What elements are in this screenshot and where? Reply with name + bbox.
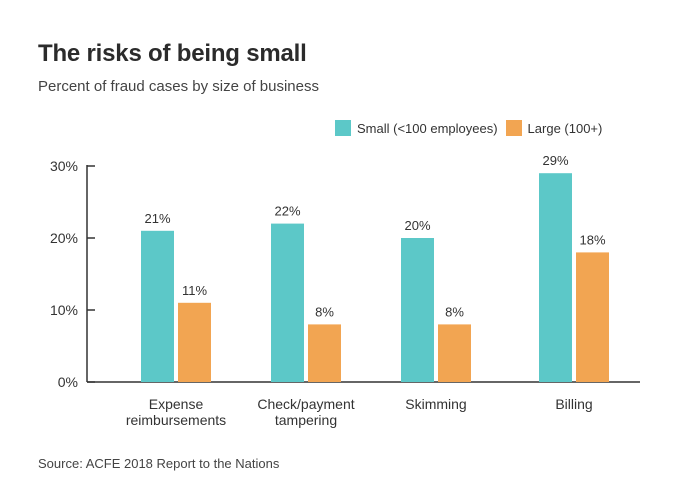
chart-title: The risks of being small [38, 40, 307, 67]
data-label: 18% [579, 232, 605, 247]
x-tick-label: reimbursements [126, 412, 226, 428]
legend-swatch-small [335, 120, 351, 136]
x-tick-label: Check/payment [257, 396, 354, 412]
bar-large [438, 324, 471, 382]
source-note: Source: ACFE 2018 Report to the Nations [38, 456, 280, 471]
legend-item-small: Small (<100 employees) [335, 120, 498, 136]
x-tick-label: tampering [275, 412, 337, 428]
chart-subtitle: Percent of fraud cases by size of busine… [38, 78, 319, 95]
legend: Small (<100 employees) Large (100+) [335, 120, 610, 136]
bar-large [576, 252, 609, 382]
data-label: 29% [542, 153, 568, 168]
legend-item-large: Large (100+) [505, 120, 603, 136]
data-label: 8% [315, 304, 334, 319]
data-label: 22% [274, 204, 300, 219]
bar-small [401, 238, 434, 382]
y-tick-label: 30% [50, 158, 78, 174]
x-tick-label: Skimming [405, 396, 466, 412]
bar-small [141, 230, 174, 382]
data-label: 11% [182, 283, 207, 298]
bar-small [539, 173, 572, 382]
data-label: 20% [404, 218, 430, 233]
x-tick-label: Expense [149, 396, 204, 412]
bar-large [308, 324, 341, 382]
data-label: 21% [144, 211, 170, 226]
legend-swatch-large [505, 120, 522, 136]
x-tick-label: Billing [555, 396, 592, 412]
bar-large [178, 302, 211, 382]
y-tick-label: 20% [50, 230, 78, 246]
bar-small [271, 223, 304, 382]
legend-label-small: Small (<100 employees) [357, 120, 498, 136]
data-label: 8% [445, 304, 464, 319]
y-tick-label: 10% [50, 302, 78, 318]
legend-label-large: Large (100+) [527, 120, 603, 136]
y-tick-label: 0% [58, 374, 78, 390]
